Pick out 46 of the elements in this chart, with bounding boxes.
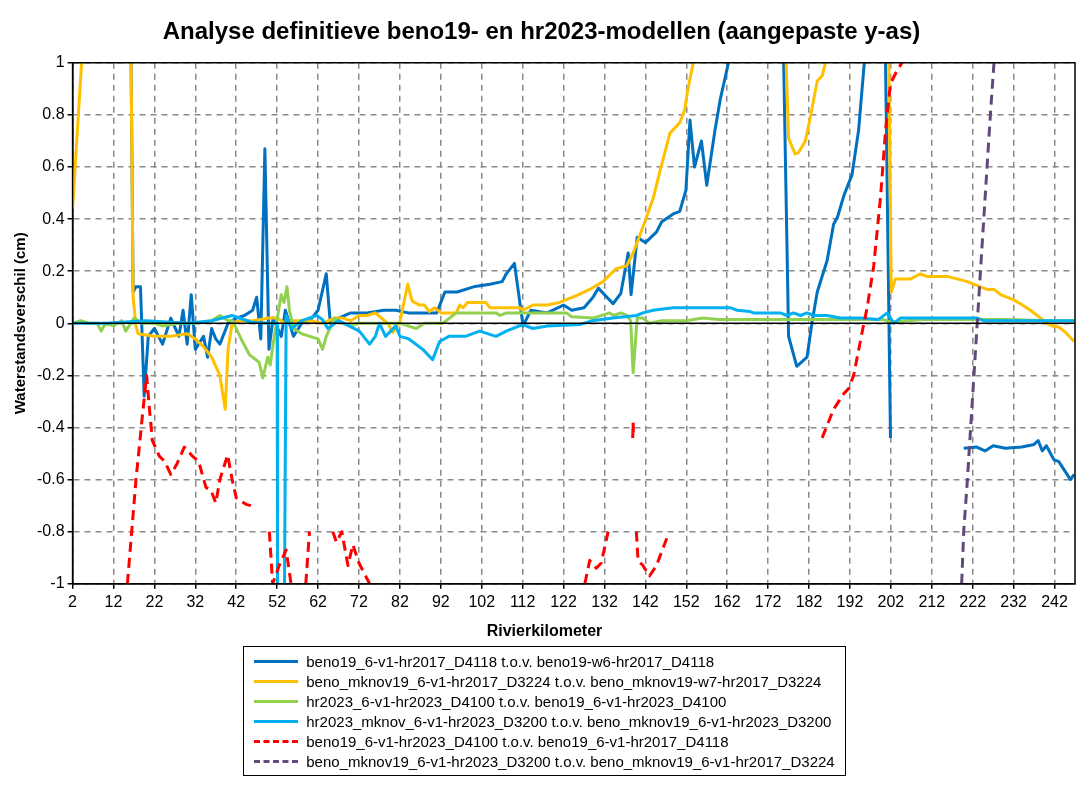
x-tick-label: 52 [268,592,287,610]
chart-title: Analyse definitieve beno19- en hr2023-modellen (aangepaste y-as) [162,17,921,45]
x-tick-label: 92 [431,592,450,610]
y-tick-label: -0.8 [36,522,65,540]
y-tick-label: -0.2 [36,365,65,383]
x-tick-label: 42 [227,592,246,610]
x-tick-label: 22 [145,592,164,610]
y-tick-label: 1 [55,53,65,71]
x-tick-label: 162 [713,592,741,610]
x-tick-label: 102 [468,592,496,610]
x-tick-label: 212 [918,592,946,610]
x-tick-label: 72 [350,592,368,610]
x-tick-label: 232 [1000,592,1028,610]
y-axis-title: Waterstandsverschil (cm) [11,232,29,415]
x-tick-label: 2 [68,592,78,610]
x-tick-label: 12 [104,592,123,610]
x-tick-label: 152 [672,592,700,610]
x-axis-title: Rivierkilometer [485,621,604,641]
y-tick-label: 0.6 [42,157,65,175]
y-tick-label: -1 [50,574,65,592]
legend-label: beno19_6-v1-hr2017_D4118 t.o.v. beno19-w6-hr2017_D4118 [306,652,715,670]
y-tick-label: -0.6 [36,470,65,488]
y-tick-label: -0.4 [36,417,65,435]
x-tick-label: 32 [186,592,205,610]
x-tick-label: 82 [391,592,409,610]
line-series [960,62,996,584]
legend-label: beno_mknov19_6-v1-hr2017_D3224 t.o.v. beno_mknov19-w7-hr2017_D3224 [306,672,822,690]
x-tick-label: 112 [509,592,536,610]
y-tick-label: 0.2 [42,261,65,279]
x-tick-label: 182 [795,592,823,610]
x-tick-label: 242 [1041,592,1068,610]
y-tick-label: 0 [55,313,65,331]
legend-label: hr2023_6-v1-hr2023_D4100 t.o.v. beno19_6-v1-hr2023_D4100 [306,692,727,710]
x-tick-label: 172 [754,592,782,610]
legend-label: beno19_6-v1-hr2023_D4100 t.o.v. beno19_6-v1-hr2017_D4118 [306,732,729,750]
x-tick-label: 202 [877,592,905,610]
x-tick-label: 132 [591,592,618,610]
legend-label: hr2023_mknov_6-v1-hr2023_D3200 t.o.v. beno_mknov19_6-v1-hr2023_D3200 [306,712,832,730]
y-tick-label: 0.8 [42,105,65,123]
y-tick-label: 0.4 [42,209,65,227]
legend-label: beno_mknov19_6-v1-hr2023_D3200 t.o.v. beno_mknov19_6-v1-hr2017_D3224 [306,752,835,770]
x-tick-label: 62 [309,592,328,610]
x-tick-label: 122 [550,592,577,610]
x-tick-label: 222 [959,592,987,610]
x-tick-label: 192 [836,592,864,610]
x-tick-label: 142 [632,592,659,610]
